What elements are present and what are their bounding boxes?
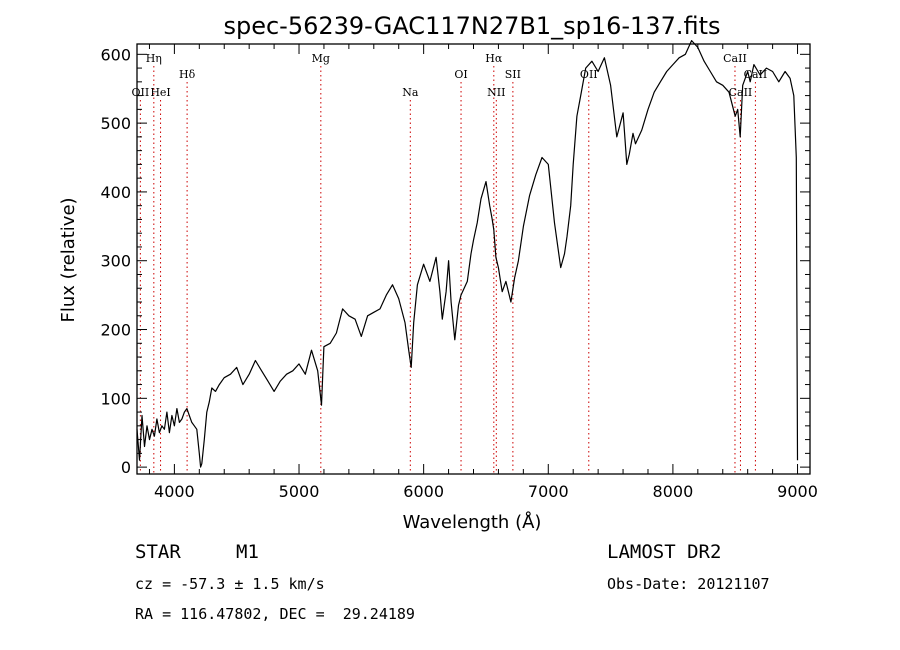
spectral-line-label: OII	[580, 68, 598, 81]
obs-date: Obs-Date: 20121107	[607, 575, 770, 593]
spectral-line-label: CaII	[723, 52, 747, 65]
object-type: STAR	[135, 541, 181, 563]
x-tick-label: 7000	[528, 482, 569, 501]
spectral-line-label: NII	[487, 86, 505, 99]
y-tick-label: 300	[100, 252, 131, 271]
y-tick-label: 500	[100, 114, 131, 133]
object-subclass: M1	[236, 541, 259, 563]
spectral-line-label: Na	[402, 86, 419, 99]
plot-frame	[136, 43, 811, 475]
spectral-line-label: CaII	[729, 86, 753, 99]
spectral-line-label: Mg	[312, 52, 330, 65]
redshift-cz: cz = -57.3 ± 1.5 km/s	[135, 575, 325, 593]
spectral-line-label: Hα	[485, 52, 503, 65]
chart-title: spec-56239-GAC117N27B1_sp16-137.fits	[223, 12, 720, 40]
y-axis-label: Flux (relative)	[58, 197, 79, 322]
spectral-line-label: Hδ	[179, 68, 196, 81]
y-tick-label: 600	[100, 45, 131, 64]
spectral-line-label: Hη	[146, 52, 162, 65]
spectral-line-label: HeI	[150, 86, 170, 99]
survey-name: LAMOST DR2	[607, 541, 722, 563]
coordinates: RA = 116.47802, DEC = 29.24189	[135, 605, 415, 623]
y-tick-label: 200	[100, 321, 131, 340]
spectral-line-label: OII	[132, 86, 150, 99]
spectral-line-label: OI	[454, 68, 467, 81]
spectrum-line	[136, 40, 799, 468]
spectral-line-label: SII	[505, 68, 521, 81]
y-tick-label: 100	[100, 389, 131, 408]
x-tick-label: 4000	[154, 482, 195, 501]
x-tick-label: 6000	[403, 482, 444, 501]
y-tick-label: 0	[121, 458, 131, 477]
x-axis-label: Wavelength (Å)	[403, 511, 542, 533]
axis-ticks: 4000 5000 6000 7000 8000 9000 0 100 200 300 400 500…	[100, 44, 818, 501]
x-tick-label: 9000	[777, 482, 818, 501]
x-tick-label: 8000	[653, 482, 694, 501]
x-tick-label: 5000	[279, 482, 320, 501]
y-tick-label: 400	[100, 183, 131, 202]
